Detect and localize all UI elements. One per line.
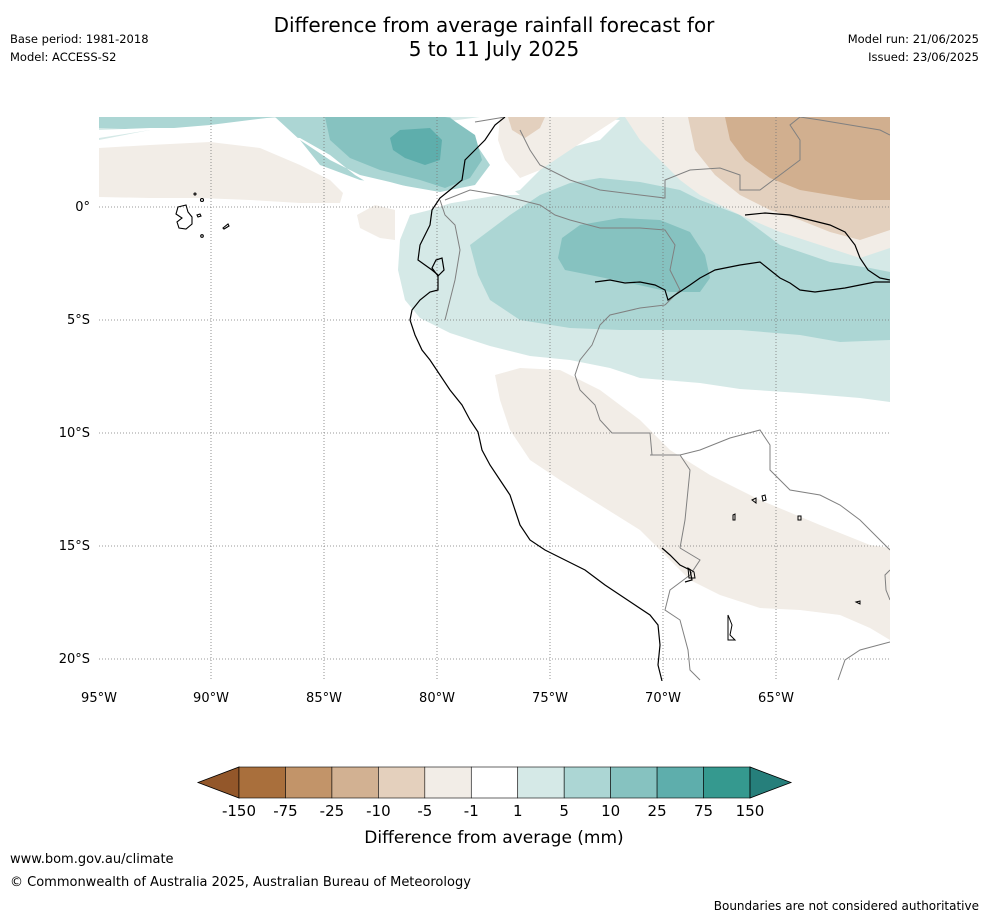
lat-label: 5°S [67,313,90,328]
title-line-2: 5 to 11 July 2025 [408,37,580,61]
lon-label: 80°W [419,691,455,706]
footer-url[interactable]: www.bom.gov.au/climate [10,852,174,867]
coastline [409,117,890,681]
colorbar-tick-labels: -150 -75 -25 -10 -5 -1 1 5 10 25 75 150 [222,802,764,820]
colorbar-tick-label: -25 [320,802,345,820]
lake-titicaca [687,566,696,579]
colorbar-over-arrow [749,766,793,799]
colorbar-tick-label: -150 [222,802,256,820]
colorbar-cell [610,766,658,799]
model-run-date: Model run: 21/06/2025 [847,32,979,46]
title-line-1: Difference from average rainfall forecas… [273,13,715,37]
colorbar-under-arrow [196,766,240,799]
colorbar-tick-label: 10 [601,802,620,820]
colorbar: -150 -75 -25 -10 -5 -1 1 5 10 25 75 150 Difference … [196,766,793,848]
colorbar-tick-label: 150 [736,802,765,820]
country-borders [439,117,890,681]
dry-light-region-west [99,142,343,203]
colorbar-tick-label: 25 [648,802,667,820]
meta-left: Base period: 1981-2018 Model: ACCESS-S2 [10,30,149,66]
issued-date: Issued: 23/06/2025 [868,50,979,64]
colorbar-cell [470,766,519,799]
colorbar-tick-label: -75 [273,802,298,820]
model-name: Model: ACCESS-S2 [10,50,117,64]
lat-label: 15°S [59,539,90,554]
longitude-labels: 95°W 90°W 85°W 80°W 75°W 70°W 65°W [81,691,794,706]
colorbar-cell [703,766,751,799]
latitude-labels: 0° 5°S 10°S 15°S 20°S [59,200,90,667]
colorbar-title: Difference from average (mm) [364,828,623,848]
colorbar-tick-label: -10 [366,802,391,820]
galapagos-islands [175,192,230,238]
inland-lakes [727,494,861,641]
lon-label: 70°W [645,691,681,706]
colorbar-tick-label: 75 [694,802,713,820]
lon-label: 75°W [532,691,568,706]
dry-strong-region [725,117,890,200]
footer-disclaimer: Boundaries are not considered authoritat… [713,899,979,913]
neutral-band-equator [99,128,520,205]
colorbar-cell [656,766,704,799]
colorbar-tick-label: 5 [559,802,569,820]
colorbar-tick-label: 1 [513,802,523,820]
colorbar-cell [285,766,333,799]
lon-label: 65°W [758,691,794,706]
base-period: Base period: 1981-2018 [10,32,149,46]
colorbar-cell [238,766,286,799]
lon-label: 90°W [193,691,229,706]
footer-copyright: © Commonwealth of Australia 2025, Austra… [10,875,471,890]
lat-label: 0° [75,200,90,215]
dry-light-region-south [495,368,890,640]
anomaly-shading [99,117,890,640]
colorbar-tick-label: -5 [417,802,432,820]
wet-heavy-region [390,128,442,165]
colorbar-tick-label: -1 [464,802,479,820]
meta-right: Model run: 21/06/2025 Issued: 23/06/2025 [848,30,979,66]
colorbar-cell [517,766,565,799]
graticule [99,117,890,681]
map-title: Difference from average rainfall forecas… [0,13,988,61]
colorbar-cell [563,766,611,799]
colorbar-cells [238,766,751,799]
dry-light-region-coast [357,205,395,240]
colorbar-cell [424,766,472,799]
lat-label: 10°S [59,426,90,441]
dry-mid-region-north [508,117,545,138]
colorbar-cell [331,766,379,799]
lon-label: 95°W [81,691,117,706]
lat-label: 20°S [59,652,90,667]
lon-label: 85°W [306,691,342,706]
colorbar-cell [378,766,426,799]
